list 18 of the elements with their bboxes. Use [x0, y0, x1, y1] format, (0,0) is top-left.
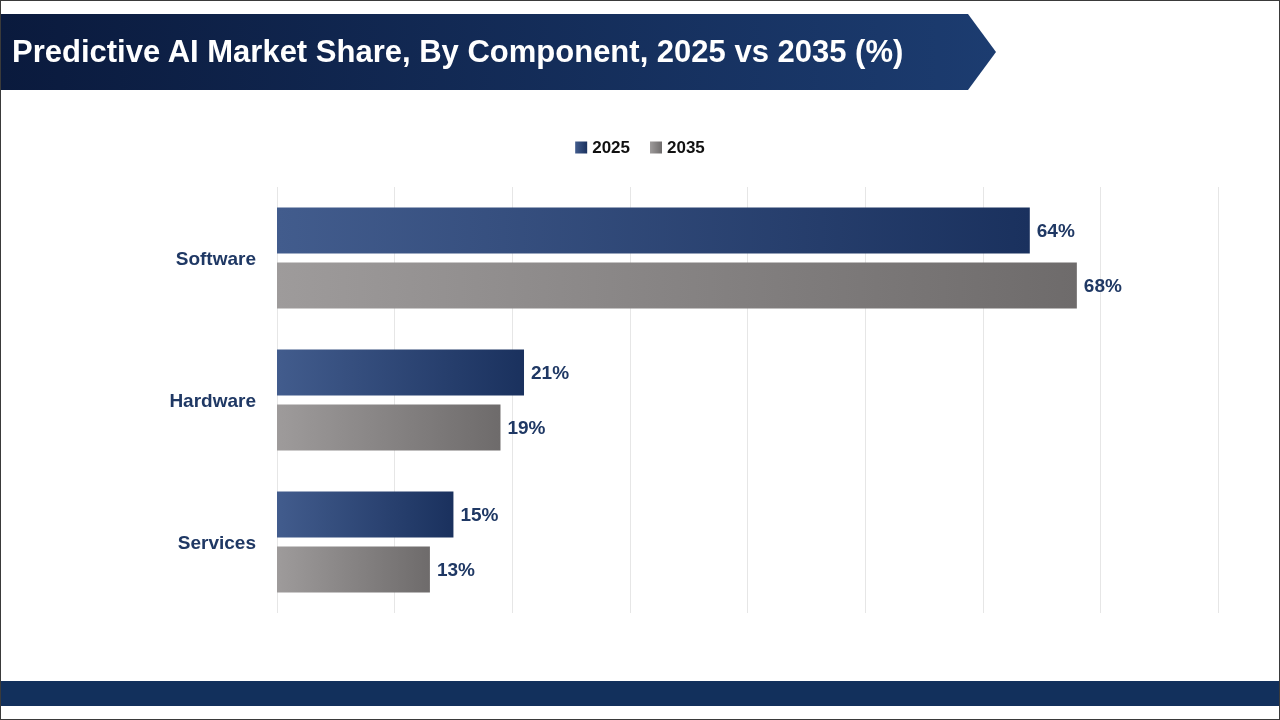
bar [277, 491, 454, 538]
y-tick-label: Hardware [169, 389, 256, 411]
bar [277, 207, 1030, 254]
data-label: 64% [1036, 220, 1075, 241]
bar [277, 262, 1077, 309]
bar [277, 349, 525, 396]
data-label: 13% [436, 559, 476, 580]
bar [277, 546, 430, 593]
bar [277, 404, 501, 451]
data-label: 21% [531, 362, 570, 383]
data-label: 19% [507, 417, 546, 438]
chart-title: Predictive AI Market Share, By Component, 2025 vs 2035 (%) [12, 33, 904, 71]
legend-label: 2035 [667, 138, 705, 157]
y-tick-label: Services [177, 531, 256, 553]
y-tick-label: Software [175, 247, 256, 269]
data-label: 15% [460, 504, 499, 525]
legend-label: 2025 [592, 138, 631, 157]
data-label: 68% [1083, 275, 1122, 296]
